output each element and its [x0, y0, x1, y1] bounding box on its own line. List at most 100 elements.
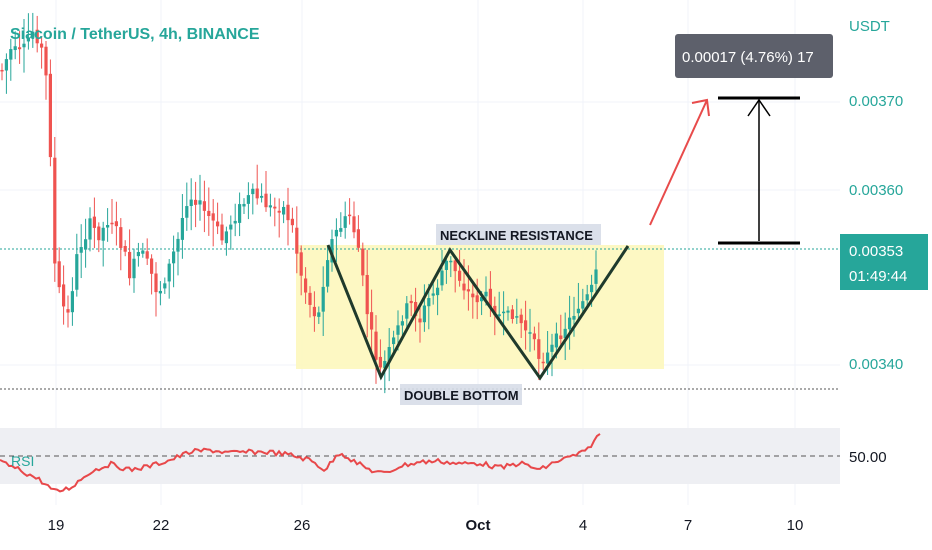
candle [53, 137, 57, 282]
candle [106, 208, 110, 242]
candle [519, 308, 523, 339]
candle [414, 287, 418, 332]
candle [101, 221, 105, 267]
candle [418, 306, 422, 343]
candle [216, 202, 220, 235]
candle [312, 291, 316, 332]
candle [431, 280, 435, 305]
candle [321, 266, 325, 336]
candle [356, 215, 360, 252]
double-bottom-label-box [400, 384, 522, 405]
candle [207, 187, 211, 236]
candle [348, 198, 352, 225]
candle [466, 265, 470, 311]
candle [295, 206, 299, 274]
candle [378, 339, 382, 373]
candle [136, 242, 140, 267]
candle [202, 180, 206, 233]
candle [4, 53, 8, 94]
candle [563, 312, 567, 361]
candle [229, 215, 233, 250]
candle [387, 328, 391, 382]
currency-label: USDT [849, 18, 890, 35]
price-tick-2: 0.00340 [849, 356, 903, 373]
measure-bracket [718, 96, 800, 245]
neckline-label-box [436, 224, 601, 245]
date-tick-5: 7 [684, 517, 692, 534]
candle [31, 12, 35, 48]
candle [260, 183, 264, 203]
candle [524, 300, 528, 350]
candle [264, 170, 268, 212]
candle [238, 192, 242, 237]
candle [18, 30, 22, 64]
rsi-level-label: 50.00 [849, 449, 887, 466]
price-tick-1: 0.00360 [849, 182, 903, 199]
candle [163, 277, 167, 294]
rsi-line [0, 433, 601, 493]
candle [158, 281, 162, 306]
candle [400, 315, 404, 338]
candle [26, 13, 30, 50]
candle [365, 249, 369, 338]
candle [475, 278, 479, 320]
candle [84, 218, 88, 268]
candle [532, 326, 536, 351]
candle [497, 291, 501, 323]
candle [422, 284, 426, 332]
candle [246, 182, 250, 220]
date-tick-1: 22 [153, 517, 170, 534]
candle [114, 201, 118, 246]
chart-title: Siacoin / TetherUS, 4h, BINANCE [10, 26, 260, 43]
date-tick-3: Oct [465, 517, 490, 534]
measure-label: 0.00017 (4.76%) 17 [682, 49, 814, 66]
last-price-badge [840, 234, 928, 290]
candle [150, 254, 154, 295]
candle [343, 201, 347, 239]
candle [317, 306, 321, 324]
candle [22, 19, 26, 73]
candle [167, 259, 171, 299]
candle [273, 197, 277, 227]
candle [97, 222, 101, 253]
projection-arrow-line [649, 99, 708, 226]
last-price-countdown: 01:49:44 [849, 268, 907, 285]
date-tick-4: 4 [579, 517, 587, 534]
candle [57, 247, 61, 294]
neckline-label: NECKLINE RESISTANCE [440, 228, 593, 243]
candle [506, 306, 510, 321]
candle [462, 259, 466, 300]
price-tick-0: 0.00370 [849, 93, 903, 110]
candle [176, 232, 180, 276]
candle [594, 250, 598, 292]
candle [405, 296, 409, 330]
candle [233, 203, 237, 237]
candlestick-series [0, 12, 598, 394]
date-tick-6: 10 [787, 517, 804, 534]
candle [449, 256, 453, 278]
candle [180, 194, 184, 259]
candle [92, 197, 96, 249]
candle [572, 296, 576, 337]
candle [110, 199, 114, 234]
candle [510, 305, 514, 324]
last-price-value: 0.00353 [849, 243, 903, 260]
candle [308, 286, 312, 318]
candle [75, 233, 79, 297]
candle [585, 284, 589, 308]
candle [304, 267, 308, 304]
candle [44, 40, 48, 100]
candle [70, 277, 74, 326]
candle [189, 178, 193, 231]
candle [282, 201, 286, 224]
candle [444, 256, 448, 284]
candle [251, 183, 255, 215]
candle [576, 282, 580, 320]
date-tick-2: 26 [294, 517, 311, 534]
candle [286, 187, 290, 246]
candle [409, 294, 413, 317]
candle [339, 212, 343, 237]
candle [62, 265, 66, 325]
candle [537, 322, 541, 380]
candle [334, 218, 338, 262]
